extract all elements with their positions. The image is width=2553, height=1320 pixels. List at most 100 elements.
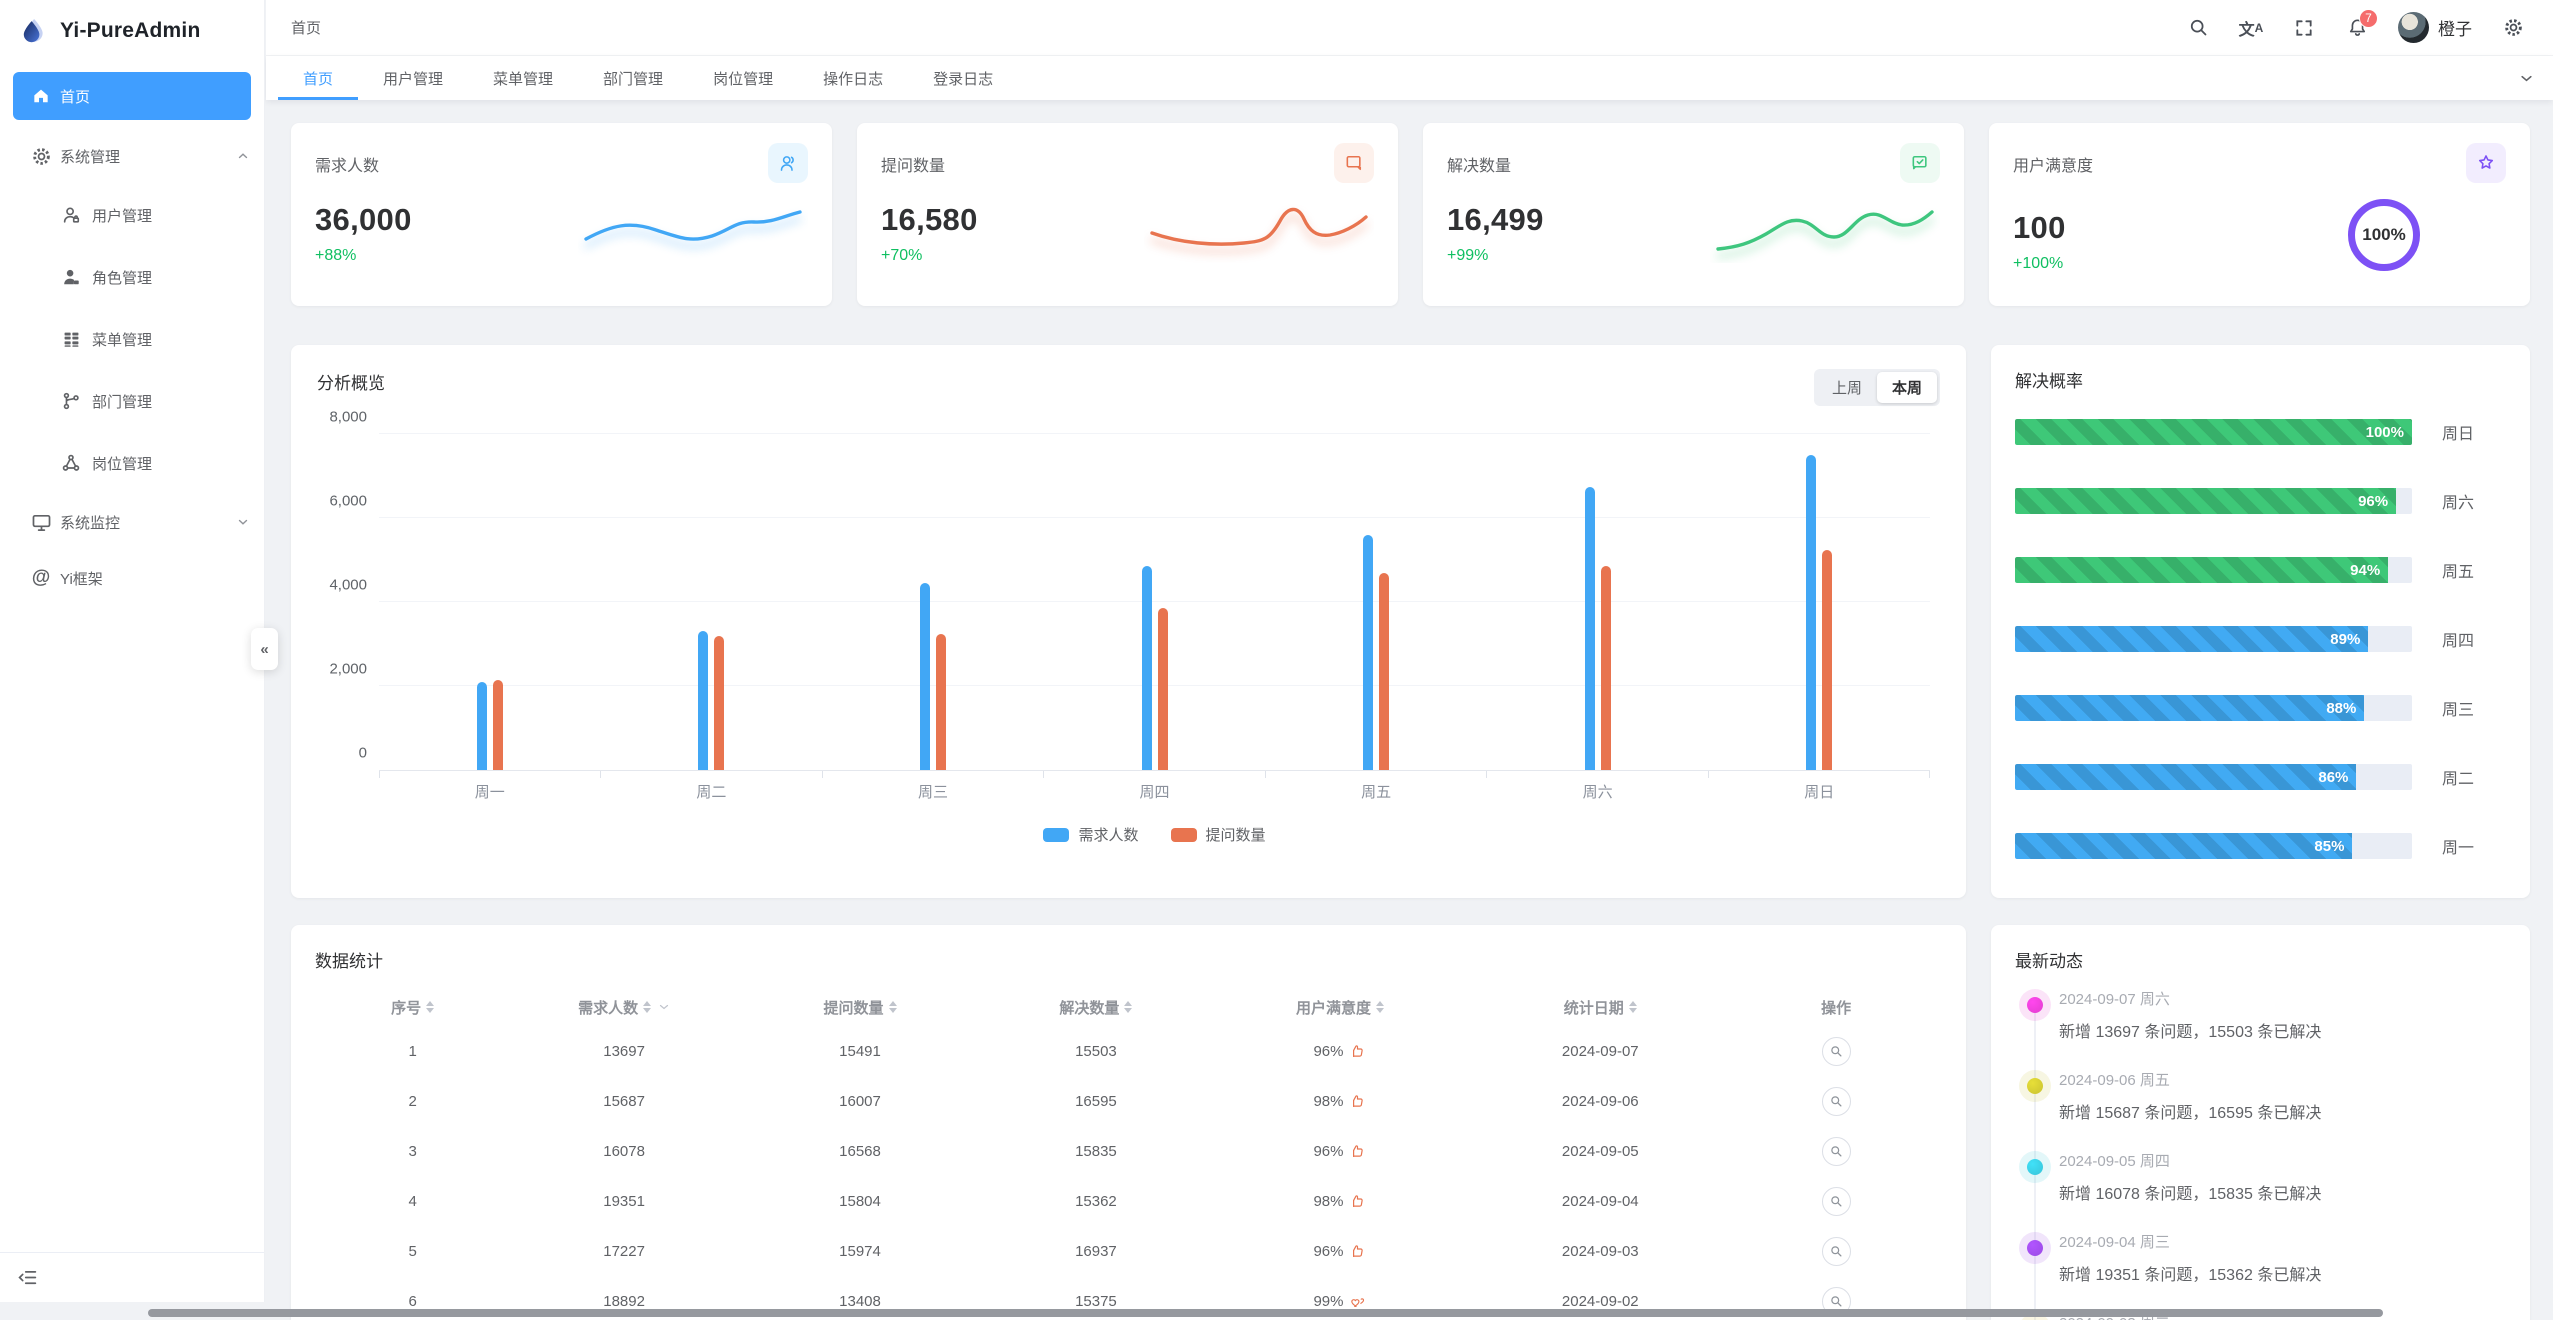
bar-提问数量[interactable] (1379, 572, 1390, 770)
row-view-button[interactable] (1821, 1036, 1851, 1066)
sort-desc-icon[interactable] (426, 1008, 435, 1013)
horizontal-scrollbar[interactable] (148, 1309, 2383, 1317)
sort-desc-icon[interactable] (643, 1008, 652, 1013)
sidebar-collapse-button[interactable]: « (251, 628, 278, 670)
sort-asc-icon[interactable] (1628, 1001, 1637, 1006)
app-logo[interactable]: Yi-PureAdmin (0, 0, 264, 62)
thumbs-up-icon (1349, 1243, 1366, 1260)
timeline-item: 2024-09-05 周四 新增 16078 条问题，15835 条已解决 (2015, 1150, 2506, 1204)
sort-asc-icon[interactable] (1375, 1001, 1384, 1006)
progress-track: 100% (2015, 419, 2412, 445)
column-header-需求人数[interactable]: 需求人数 (510, 997, 738, 1018)
sort-desc-icon[interactable] (888, 1008, 897, 1013)
row-view-button[interactable] (1821, 1086, 1851, 1116)
bar-需求人数[interactable] (1806, 455, 1817, 770)
bar-需求人数[interactable] (1141, 566, 1152, 770)
column-header-解决数量[interactable]: 解决数量 (982, 997, 1210, 1018)
bar-需求人数[interactable] (1584, 486, 1595, 770)
x-label-周一: 周一 (474, 784, 505, 801)
tab-操作日志[interactable]: 操作日志 (823, 70, 884, 88)
latest-news-card: 最新动态 2024-09-07 周六 新增 13697 条问题，15503 条已解… (1991, 925, 2530, 1320)
stat-card-satisfaction: 用户满意度 100 +100% 100% (1989, 123, 2530, 306)
bar-需求人数[interactable] (1363, 534, 1374, 770)
column-header-序号[interactable]: 序号 (315, 997, 510, 1018)
tab-部门管理[interactable]: 部门管理 (603, 70, 664, 88)
sort-asc-icon[interactable] (888, 1001, 897, 1006)
tabs-more-chevron-down-icon[interactable] (2509, 56, 2543, 100)
legend-item-提问数量[interactable]: 提问数量 (1170, 824, 1266, 845)
sort-carets-icon[interactable] (1375, 1001, 1384, 1013)
bar-需求人数[interactable] (698, 631, 709, 770)
bell-icon[interactable]: 7 (2345, 8, 2378, 40)
bar-提问数量[interactable] (714, 635, 725, 770)
progress-value: 89% (2330, 630, 2361, 648)
sidebar-item-home[interactable]: 首页 (13, 72, 251, 120)
bar-提问数量[interactable] (1822, 549, 1833, 770)
sort-carets-icon[interactable] (1628, 1001, 1637, 1013)
sort-carets-icon[interactable] (888, 1001, 897, 1013)
sort-carets-icon[interactable] (1124, 1001, 1133, 1013)
toggle-last-week[interactable]: 上周 (1831, 380, 1862, 397)
table-row: 2 15687 16007 16595 98% 2024-09-06 (315, 1076, 1942, 1126)
tab-首页[interactable]: 首页 (278, 56, 359, 100)
stat-value: 16,580 (881, 202, 978, 237)
tab-登录日志[interactable]: 登录日志 (933, 70, 994, 88)
sort-desc-icon[interactable] (1628, 1008, 1637, 1013)
sidebar-item-role-mgmt[interactable]: 角色管理 (0, 246, 264, 308)
menu-fold-icon[interactable] (17, 1267, 38, 1288)
timeline: 2024-09-07 周六 新增 13697 条问题，15503 条已解决 2024… (2015, 988, 2506, 1320)
sidebar-item-dept-mgmt[interactable]: 部门管理 (0, 370, 264, 432)
chart-x-ticks (379, 771, 1930, 778)
settings-gear-icon[interactable] (2501, 16, 2525, 40)
sidebar-item-system-mgmt[interactable]: 系统管理 (0, 128, 264, 184)
column-header-操作[interactable]: 操作 (1821, 999, 1852, 1017)
sidebar-item-post-mgmt[interactable]: 岗位管理 (0, 432, 264, 494)
row-view-button[interactable] (1821, 1186, 1851, 1216)
chart-y-tick-label: 0 (358, 744, 367, 762)
tab-岗位管理[interactable]: 岗位管理 (713, 70, 774, 88)
sidebar-item-system-monitor[interactable]: 系统监控 (0, 494, 264, 550)
progress-row-周三: 88% 周三 (2015, 695, 2506, 721)
bar-提问数量[interactable] (492, 679, 503, 770)
table-cell: 15362 (1075, 1192, 1117, 1210)
analysis-overview-card: 分析概览 上周 本周 0 2,000 4,000 6,000 8,000 周一 周二 周三周… (291, 345, 1966, 898)
search-icon[interactable] (2186, 16, 2210, 40)
tab-菜单管理[interactable]: 菜单管理 (493, 70, 554, 88)
filter-chevron-down-icon[interactable] (658, 1001, 670, 1013)
user-menu[interactable]: 橙子 (2398, 12, 2472, 43)
sort-asc-icon[interactable] (643, 1001, 652, 1006)
breadcrumb[interactable]: 首页 (291, 20, 322, 37)
column-header-用户满意度[interactable]: 用户满意度 (1210, 997, 1470, 1018)
stat-value: 36,000 (315, 202, 412, 237)
bar-提问数量[interactable] (1600, 566, 1611, 770)
sort-carets-icon[interactable] (426, 1001, 435, 1013)
sort-desc-icon[interactable] (1375, 1008, 1384, 1013)
bar-提问数量[interactable] (935, 633, 946, 770)
bottom-row: 数据统计 序号 需求人数 提问数量 解决数量 用户满意度 统计日期 操作 1 13697 154… (291, 925, 2530, 1320)
sidebar-item-menu-mgmt[interactable]: 菜单管理 (0, 308, 264, 370)
sort-asc-icon[interactable] (1124, 1001, 1133, 1006)
sort-carets-icon[interactable] (643, 1001, 652, 1013)
bar-提问数量[interactable] (1157, 608, 1168, 770)
user-name: 橙子 (2438, 20, 2472, 39)
row-view-button[interactable] (1821, 1236, 1851, 1266)
column-header-统计日期[interactable]: 统计日期 (1470, 997, 1730, 1018)
fullscreen-icon[interactable] (2292, 16, 2316, 40)
bar-需求人数[interactable] (919, 583, 930, 770)
x-label-周二: 周二 (696, 784, 727, 801)
x-tick (1266, 771, 1488, 778)
sort-desc-icon[interactable] (1124, 1008, 1133, 1013)
bar-需求人数[interactable] (476, 681, 487, 770)
sidebar-item-label: 岗位管理 (92, 455, 153, 473)
bar-group-周六 (1487, 434, 1709, 770)
row-view-button[interactable] (1821, 1136, 1851, 1166)
stat-card-demand: 需求人数 36,000 +88% (291, 123, 832, 306)
tab-用户管理[interactable]: 用户管理 (383, 70, 444, 88)
toggle-this-week[interactable]: 本周 (1876, 372, 1937, 403)
sort-asc-icon[interactable] (426, 1001, 435, 1006)
column-header-提问数量[interactable]: 提问数量 (738, 997, 982, 1018)
sidebar-item-user-mgmt[interactable]: 用户管理 (0, 184, 264, 246)
legend-item-需求人数[interactable]: 需求人数 (1043, 824, 1139, 845)
sidebar-item-yi-framework[interactable]: @ Yi框架 (0, 550, 264, 606)
